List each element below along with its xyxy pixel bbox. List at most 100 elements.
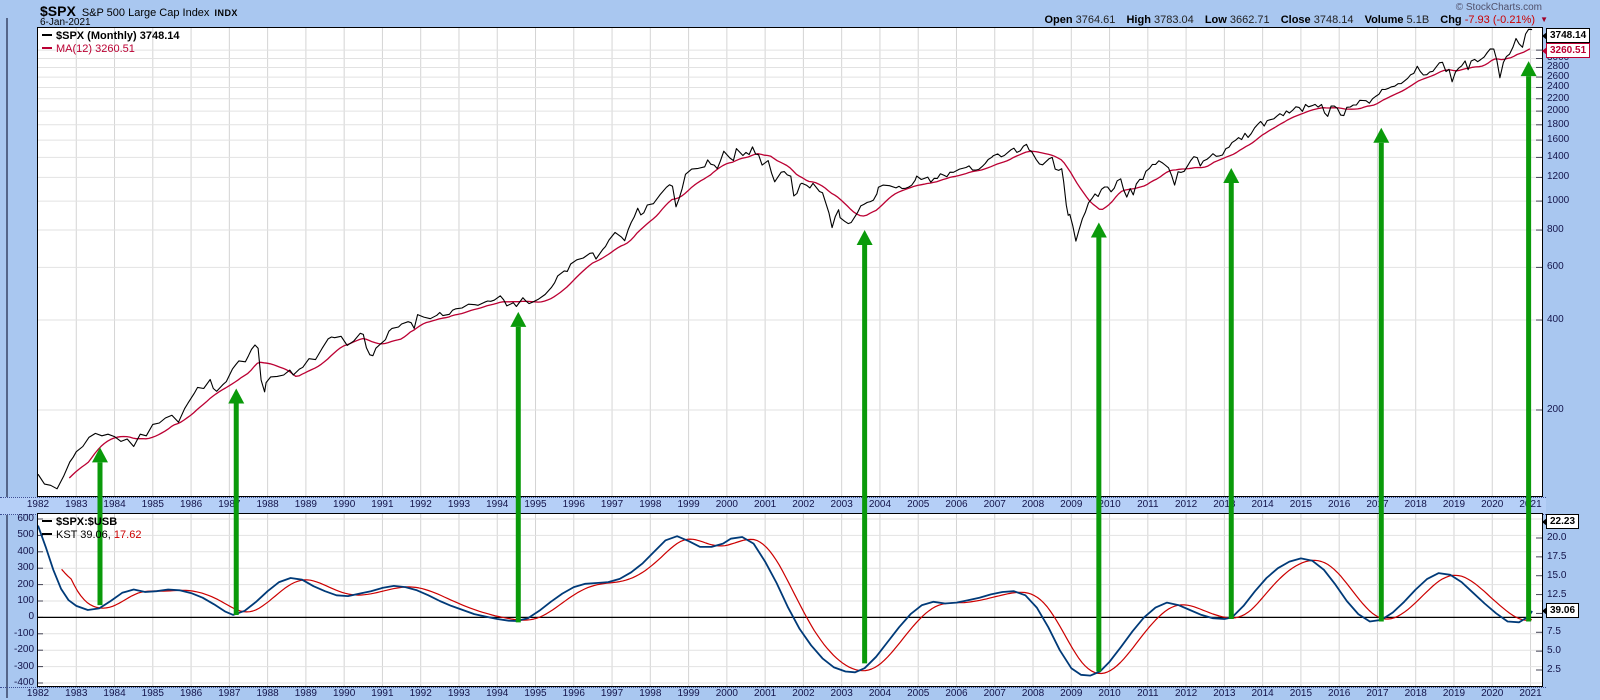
kst-left-axis-label: -100: [13, 627, 34, 639]
chart-date: 6-Jan-2021: [40, 17, 91, 28]
ratio-right-axis-label: 17.5: [1547, 550, 1567, 562]
kst-left-axis-label: -300: [13, 660, 34, 672]
price-axis-tick-label: 600: [1547, 261, 1564, 273]
kst-indicator-panel: [37, 513, 1543, 687]
ratio-right-axis-label: 2.5: [1547, 664, 1561, 675]
price-axis-tick-label: 800: [1547, 224, 1564, 236]
year-label-mid: 1998: [639, 499, 662, 510]
kst-signal-value: 17.62: [113, 529, 142, 541]
copyright-text: © StockCharts.com: [1455, 2, 1542, 13]
year-label-mid: 2007: [983, 499, 1006, 510]
kst-left-axis-label: 200: [17, 578, 34, 590]
year-label-bottom: 2015: [1289, 688, 1313, 699]
year-label-mid: 1992: [409, 499, 432, 510]
year-label-bottom: 2020: [1481, 688, 1504, 699]
year-label-mid: 2019: [1442, 499, 1466, 510]
left-frame-line: [6, 18, 8, 698]
close-label: Close: [1280, 14, 1311, 26]
chg-label: Chg: [1440, 14, 1462, 26]
kst-line-swatch-icon: [42, 533, 52, 535]
kst-legend-symbol: $SPX:$USB: [42, 516, 141, 529]
year-label-mid: 1986: [179, 499, 203, 510]
volume-label: Volume: [1364, 14, 1404, 26]
year-label-mid: 1993: [447, 499, 471, 510]
kst-left-axis-label: 0: [28, 611, 34, 623]
symbol-exchange: INDX: [214, 8, 238, 18]
chg-down-triangle-icon[interactable]: ▼: [1540, 15, 1548, 24]
high-value: 3783.04: [1153, 14, 1194, 26]
year-label-bottom: 2006: [945, 688, 968, 699]
kst-left-axis-label: -400: [13, 677, 34, 688]
year-label-bottom: 1982: [26, 688, 50, 699]
kst-left-axis-label: -200: [13, 644, 34, 656]
high-label: High: [1126, 14, 1151, 26]
year-label-bottom: 2007: [983, 688, 1006, 699]
price-axis-tick-label: 2800: [1547, 61, 1570, 73]
kst-left-axis-label: 400: [17, 545, 34, 557]
year-label-bottom: 1987: [218, 688, 241, 699]
price-axis-tick-label: 2200: [1547, 92, 1570, 104]
kst-legend: $SPX:$USB KST 39.06, 17.62: [42, 516, 141, 542]
year-label-bottom: 1991: [371, 688, 394, 699]
year-label-mid: 2014: [1251, 499, 1274, 510]
year-label-bottom: 1988: [256, 688, 279, 699]
year-label-mid: 2012: [1174, 499, 1198, 510]
year-label-bottom: 2014: [1251, 688, 1274, 699]
year-label-bottom: 1993: [447, 688, 471, 699]
year-label-mid: 1999: [677, 499, 700, 510]
year-label-mid: 2017: [1366, 499, 1389, 510]
year-label-bottom: 2019: [1442, 688, 1466, 699]
year-label-bottom: 2016: [1328, 688, 1351, 699]
year-label-bottom: 2000: [715, 688, 738, 699]
year-label-mid: 2020: [1481, 499, 1504, 510]
low-label: Low: [1204, 14, 1227, 26]
year-label-mid: 1988: [256, 499, 279, 510]
quote-summary-bar: Open 3764.61 High 3783.04 Low 3662.71 Cl…: [1036, 14, 1548, 26]
year-label-mid: 2015: [1289, 499, 1313, 510]
year-label-bottom: 2010: [1098, 688, 1121, 699]
year-label-mid: 2002: [792, 499, 815, 510]
year-label-bottom: 2012: [1174, 688, 1198, 699]
price-plot: [38, 28, 1542, 496]
year-label-bottom: 1983: [65, 688, 88, 699]
price-axis-tick-label: 2400: [1547, 81, 1570, 93]
open-value: 3764.61: [1075, 14, 1116, 26]
ratio-right-axis-label: 5.0: [1547, 645, 1561, 657]
year-label-bottom: 1999: [677, 688, 700, 699]
ratio-right-axis-label: 15.0: [1547, 569, 1567, 581]
year-label-bottom: 1995: [524, 688, 547, 699]
year-label-mid: 1990: [333, 499, 356, 510]
price-axis-tick-label: 1400: [1547, 151, 1570, 163]
symbol-ticker: $SPX: [40, 3, 76, 19]
price-axis-tick-label: 200: [1547, 404, 1564, 415]
kst-plot: [38, 514, 1542, 686]
year-label-mid: 1982: [26, 499, 50, 510]
year-label-bottom: 2011: [1137, 688, 1159, 699]
year-label-mid: 2004: [868, 499, 892, 510]
year-label-mid: 2018: [1404, 499, 1427, 510]
price-axis-tick-label: 2600: [1547, 71, 1570, 83]
year-label-mid: 2013: [1213, 499, 1236, 510]
year-label-bottom: 1990: [333, 688, 356, 699]
year-label-bottom: 2018: [1404, 688, 1427, 699]
ratio-value-box: 22.23: [1541, 514, 1580, 529]
price-axis-tick-label: 1200: [1547, 171, 1570, 183]
ratio-line-swatch-icon: [42, 520, 52, 522]
year-label-mid: 1991: [371, 499, 394, 510]
kst-left-axis-label: 300: [17, 562, 34, 574]
price-axis-tick-label: 1000: [1547, 195, 1570, 207]
kst-value-box: 39.06: [1541, 603, 1580, 618]
symbol-name: S&P 500 Large Cap Index: [81, 7, 210, 19]
year-label-bottom: 2003: [830, 688, 853, 699]
year-label-mid: 2011: [1137, 499, 1159, 510]
year-label-bottom: 1986: [179, 688, 203, 699]
price-legend-spx: $SPX (Monthly) 3748.14: [42, 30, 180, 43]
year-label-bottom: 2008: [1021, 688, 1045, 699]
year-label-mid: 2001: [754, 499, 777, 510]
ma-value-box: 3260.51: [1541, 43, 1591, 58]
ratio-right-axis-label: 7.5: [1547, 626, 1561, 638]
year-label-mid: 1997: [600, 499, 624, 510]
year-label-mid: 2008: [1021, 499, 1045, 510]
year-label-bottom: 1998: [639, 688, 662, 699]
ratio-right-axis-label: 12.5: [1547, 588, 1567, 600]
